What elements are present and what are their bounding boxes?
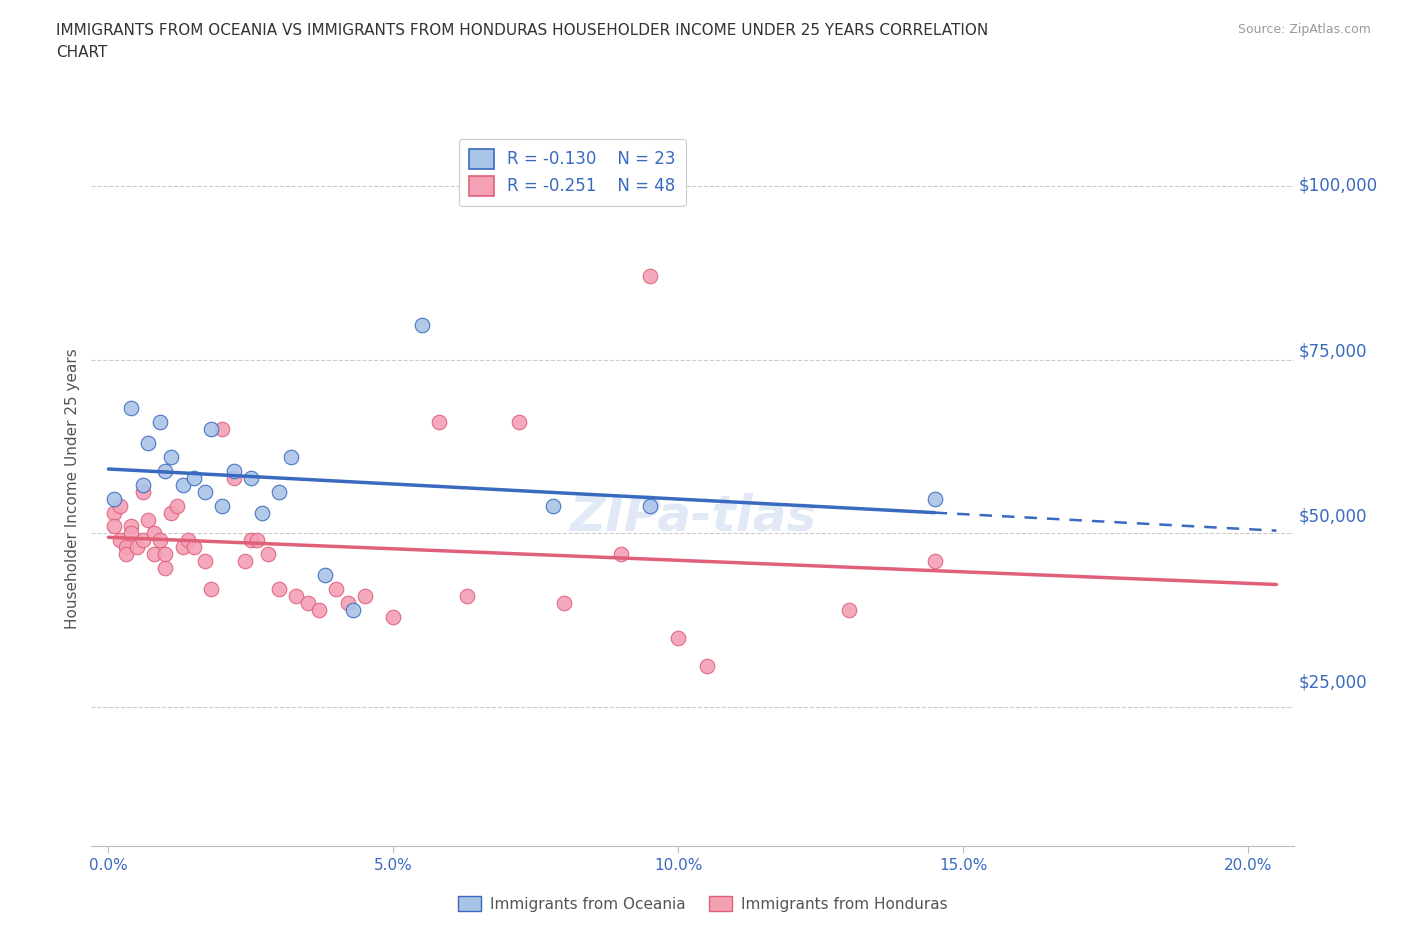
Point	[149, 533, 172, 548]
Y-axis label: Householder Income Under 25 years: Householder Income Under 25 years	[65, 348, 80, 629]
Text: Source: ZipAtlas.com: Source: ZipAtlas.com	[1237, 23, 1371, 36]
Point	[325, 581, 347, 596]
Point	[924, 553, 946, 568]
Legend: Immigrants from Oceania, Immigrants from Honduras: Immigrants from Oceania, Immigrants from…	[453, 889, 953, 918]
Point	[638, 269, 661, 284]
Point	[696, 658, 718, 673]
Point	[211, 421, 233, 436]
Point	[246, 533, 269, 548]
Text: IMMIGRANTS FROM OCEANIA VS IMMIGRANTS FROM HONDURAS HOUSEHOLDER INCOME UNDER 25 : IMMIGRANTS FROM OCEANIA VS IMMIGRANTS FR…	[56, 23, 988, 60]
Point	[131, 477, 153, 492]
Point	[638, 498, 661, 513]
Point	[280, 449, 302, 464]
Point	[160, 505, 183, 520]
Point	[508, 415, 530, 430]
Point	[143, 547, 166, 562]
Point	[155, 561, 177, 576]
Point	[553, 595, 575, 610]
Point	[239, 533, 262, 548]
Point	[183, 540, 205, 555]
Point	[336, 595, 359, 610]
Point	[269, 581, 291, 596]
Point	[172, 540, 194, 555]
Point	[114, 547, 136, 562]
Point	[211, 498, 233, 513]
Point	[149, 415, 172, 430]
Point	[411, 317, 433, 332]
Point	[108, 533, 131, 548]
Point	[382, 609, 405, 624]
Point	[257, 547, 280, 562]
Point	[138, 435, 160, 450]
Point	[131, 485, 153, 499]
Point	[269, 485, 291, 499]
Point	[125, 540, 148, 555]
Point	[103, 519, 125, 534]
Point	[138, 512, 160, 527]
Point	[103, 505, 125, 520]
Point	[666, 631, 689, 645]
Point	[120, 526, 142, 541]
Point	[114, 540, 136, 555]
Point	[314, 567, 336, 582]
Point	[177, 533, 200, 548]
Point	[222, 463, 245, 478]
Point	[143, 526, 166, 541]
Point	[924, 491, 946, 506]
Point	[308, 603, 330, 618]
Point	[160, 449, 183, 464]
Legend: R = -0.130    N = 23, R = -0.251    N = 48: R = -0.130 N = 23, R = -0.251 N = 48	[458, 139, 686, 206]
Point	[252, 505, 274, 520]
Point	[610, 547, 633, 562]
Point	[233, 553, 256, 568]
Point	[166, 498, 188, 513]
Point	[541, 498, 564, 513]
Point	[155, 547, 177, 562]
Point	[342, 603, 364, 618]
Point	[108, 498, 131, 513]
Point	[183, 471, 205, 485]
Point	[194, 553, 217, 568]
Point	[120, 519, 142, 534]
Point	[194, 485, 217, 499]
Point	[285, 589, 308, 604]
Point	[131, 533, 153, 548]
Point	[222, 471, 245, 485]
Point	[427, 415, 450, 430]
Point	[155, 463, 177, 478]
Point	[456, 589, 478, 604]
Text: ZIPa­tlas: ZIPa­tlas	[569, 493, 815, 541]
Point	[239, 471, 262, 485]
Point	[200, 581, 222, 596]
Point	[200, 421, 222, 436]
Point	[838, 603, 860, 618]
Point	[120, 401, 142, 416]
Point	[103, 491, 125, 506]
Point	[297, 595, 319, 610]
Point	[354, 589, 377, 604]
Point	[172, 477, 194, 492]
